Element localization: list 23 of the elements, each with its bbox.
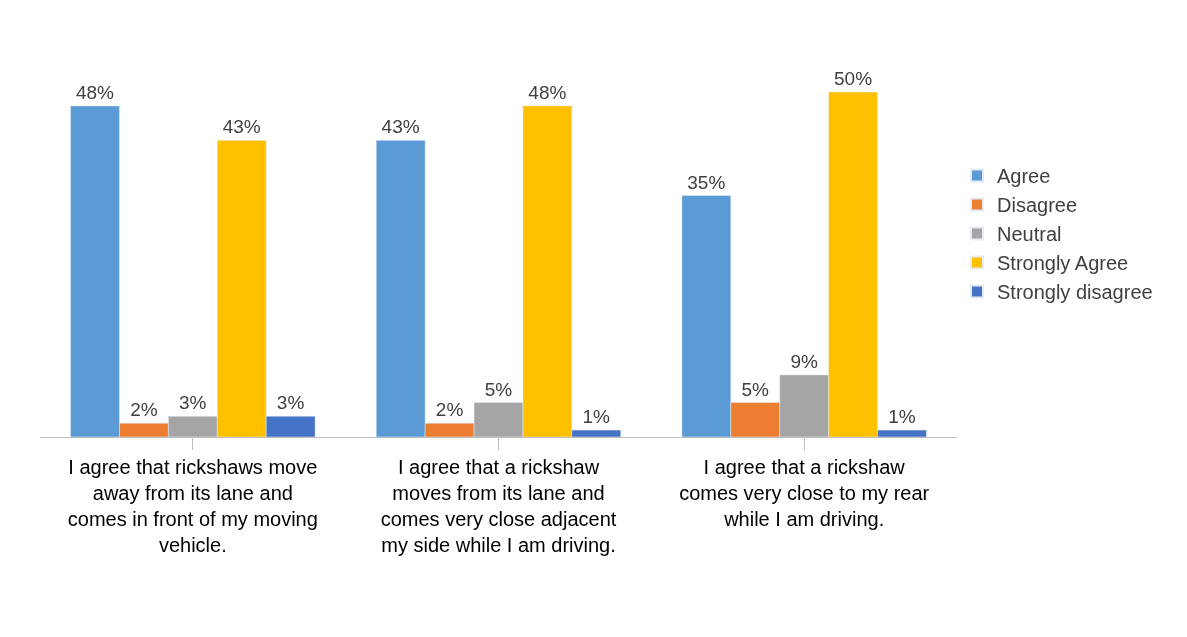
legend-label: Agree	[997, 165, 1051, 188]
data-label: 1%	[888, 406, 916, 428]
data-label: 1%	[582, 406, 611, 428]
data-label: 48%	[75, 81, 115, 103]
x-tick-label: I agree that rickshaws move away from its lane and comes in front of my moving vehicle.	[67, 456, 318, 556]
data-label: 48%	[528, 81, 567, 103]
data-label: 43%	[381, 116, 420, 138]
data-label: 50%	[834, 68, 873, 90]
data-label: 2%	[435, 399, 464, 421]
x-tick-label: I agree that a rickshaw moves from its lane and comes very close adjacent my side while I am driving.	[380, 456, 617, 556]
legend-label: Neutral	[997, 223, 1062, 246]
legend-label: Disagree	[997, 194, 1078, 217]
data-label: 35%	[687, 171, 726, 193]
data-label: 2%	[130, 399, 158, 421]
x-tick-label: I agree that a rickshaw comes very close to my rear while I am driving.	[679, 456, 930, 530]
data-label: 9%	[790, 350, 818, 372]
legend-label: Strongly Agree	[997, 252, 1129, 275]
legend-label: Strongly disagree	[997, 281, 1153, 304]
data-label: 5%	[484, 378, 513, 400]
data-label: 3%	[276, 392, 305, 414]
data-label: 3%	[179, 392, 207, 414]
data-label: 5%	[741, 378, 770, 400]
data-label: 43%	[222, 116, 261, 138]
